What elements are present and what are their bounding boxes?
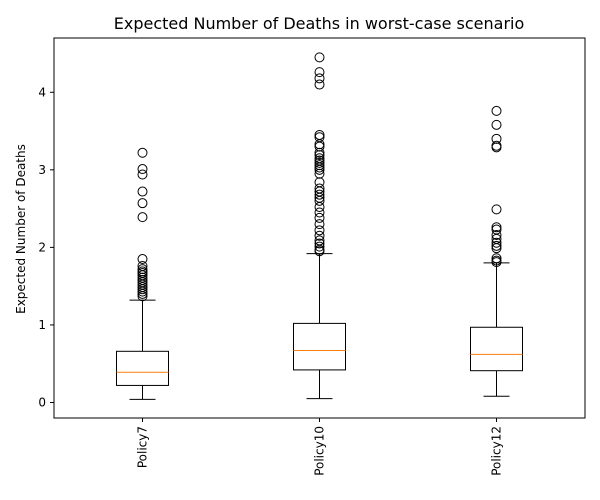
- outlier-point: [137, 198, 148, 209]
- outlier-point: [137, 169, 148, 180]
- outlier-point: [137, 288, 148, 299]
- outlier-point: [491, 204, 502, 215]
- chart-title: Expected Number of Deaths in worst-case …: [114, 14, 525, 33]
- outlier-point: [314, 147, 325, 158]
- x-tick-label: Policy10: [313, 426, 327, 476]
- y-axis-label: Expected Number of Deaths: [14, 144, 28, 314]
- outlier-point: [314, 189, 325, 200]
- outlier-point: [137, 291, 148, 302]
- outlier-point: [314, 230, 325, 241]
- x-tick-label: Policy7: [136, 426, 150, 468]
- outlier-point: [314, 207, 325, 218]
- outlier-point: [491, 229, 502, 240]
- box: [116, 350, 169, 386]
- outlier-point: [314, 139, 325, 150]
- outlier-point: [491, 224, 502, 235]
- outlier-point: [314, 202, 325, 213]
- y-tick-label: 4: [38, 85, 46, 99]
- outlier-point: [314, 241, 325, 252]
- outlier-point: [314, 73, 325, 84]
- axes-frame: [53, 37, 586, 419]
- box: [293, 322, 346, 371]
- y-tick-label: 2: [38, 240, 46, 254]
- outlier-point: [314, 67, 325, 78]
- outlier-point: [137, 286, 148, 297]
- outlier-point: [491, 222, 502, 233]
- outlier-point: [137, 164, 148, 175]
- outlier-point: [491, 243, 502, 254]
- y-tick-label: 0: [38, 395, 46, 409]
- box: [470, 326, 523, 372]
- outlier-point: [314, 238, 325, 249]
- y-tick-label: 3: [38, 163, 46, 177]
- outlier-point: [137, 254, 148, 265]
- outlier-point: [491, 119, 502, 130]
- outlier-point: [314, 219, 325, 230]
- outlier-point: [491, 240, 502, 251]
- outlier-point: [137, 212, 148, 223]
- outlier-point: [314, 162, 325, 173]
- x-tick-label: Policy12: [490, 426, 504, 476]
- outlier-point: [137, 284, 148, 295]
- outlier-point: [137, 147, 148, 158]
- outlier-point: [314, 129, 325, 140]
- outlier-point: [314, 52, 325, 63]
- outlier-point: [314, 195, 325, 206]
- outlier-point: [491, 257, 502, 268]
- outlier-point: [491, 105, 502, 116]
- outlier-point: [314, 225, 325, 236]
- outlier-point: [314, 79, 325, 90]
- outlier-point: [137, 186, 148, 197]
- outlier-point: [491, 237, 502, 248]
- y-tick-label: 1: [38, 318, 46, 332]
- plot-area: 0 1 2 3 4 Policy7 Policy10 Policy12: [38, 52, 523, 476]
- outlier-point: [314, 157, 325, 168]
- outlier-point: [314, 212, 325, 223]
- outlier-point: [314, 164, 325, 175]
- outlier-point: [314, 246, 325, 257]
- outlier-point: [491, 142, 502, 153]
- outlier-point: [314, 150, 325, 161]
- outlier-point: [491, 253, 502, 264]
